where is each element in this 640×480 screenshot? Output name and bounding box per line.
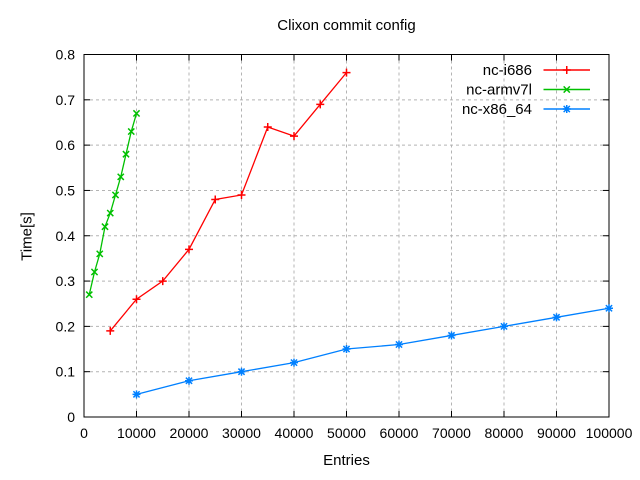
series-line-nc-x86_64: [136, 307, 610, 395]
y-tick-label: 0.7: [56, 92, 76, 108]
x-tick-label: 100000: [586, 425, 633, 441]
data-point-marker: [562, 105, 571, 113]
y-tick-label: 0.5: [56, 182, 76, 198]
data-point-marker: [395, 340, 403, 349]
x-tick-label: 10000: [117, 425, 156, 441]
x-tick-label: 50000: [327, 425, 366, 441]
data-point-marker: [563, 85, 571, 94]
data-point-marker: [106, 326, 115, 335]
y-tick-label: 0.2: [56, 318, 76, 334]
data-point-marker: [127, 127, 135, 136]
x-tick-label: 80000: [485, 425, 524, 441]
data-point-marker: [185, 245, 193, 254]
data-point-marker: [96, 250, 104, 258]
x-tick-label: 70000: [432, 425, 471, 441]
data-point-marker: [101, 223, 109, 231]
data-point-marker: [122, 150, 130, 158]
x-tick-label: 20000: [170, 425, 209, 441]
legend-label: nc-i686: [483, 62, 532, 79]
y-tick-label: 0.8: [56, 47, 76, 63]
y-tick-label: 0: [67, 409, 75, 425]
y-tick-label: 0.3: [56, 273, 76, 289]
data-point-marker: [552, 313, 561, 322]
data-point-marker: [185, 376, 193, 385]
data-point-marker: [605, 304, 613, 313]
data-point-marker: [132, 109, 141, 118]
data-point-marker: [106, 209, 114, 217]
data-point-marker: [132, 295, 141, 304]
data-point-marker: [90, 268, 99, 276]
series-line-nc-i686: [109, 72, 348, 332]
legend-label: nc-armv7l: [466, 82, 532, 99]
data-point-marker: [237, 367, 246, 376]
data-point-marker: [158, 277, 167, 286]
data-point-marker: [290, 358, 298, 367]
data-point-marker: [117, 173, 125, 181]
x-axis-label: Entries: [323, 452, 370, 469]
y-tick-label: 0.1: [56, 364, 76, 380]
data-point-marker: [342, 68, 351, 77]
data-point-marker: [500, 322, 508, 331]
legend-label: nc-x86_64: [462, 101, 532, 118]
data-point-marker: [237, 190, 246, 199]
x-tick-label: 0: [80, 425, 88, 441]
x-tick-label: 90000: [537, 425, 576, 441]
series-line-nc-armv7l: [88, 113, 138, 295]
data-point-marker: [290, 132, 298, 141]
x-tick-label: 40000: [275, 425, 314, 441]
data-point-marker: [316, 100, 325, 109]
chart-title: Clixon commit config: [277, 17, 416, 34]
x-tick-label: 60000: [380, 425, 419, 441]
data-point-marker: [263, 123, 272, 131]
data-point-marker: [211, 195, 220, 204]
x-tick-label: 30000: [222, 425, 261, 441]
data-point-marker: [562, 66, 571, 74]
y-tick-label: 0.4: [56, 228, 76, 244]
data-point-marker: [342, 345, 351, 354]
data-point-marker: [85, 291, 93, 299]
y-tick-label: 0.6: [56, 137, 76, 153]
data-point-marker: [447, 331, 456, 340]
y-axis-label: Time[s]: [18, 212, 36, 261]
data-point-marker: [132, 390, 141, 399]
data-point-marker: [111, 191, 120, 199]
